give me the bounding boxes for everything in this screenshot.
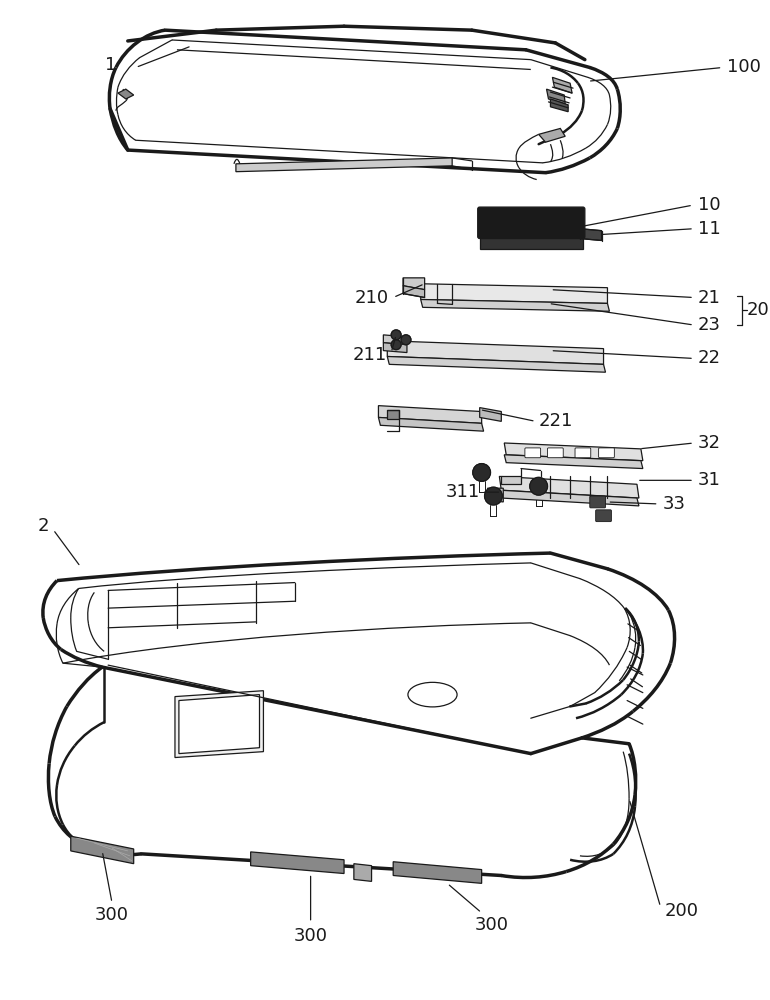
Text: 221: 221 xyxy=(539,412,573,430)
Text: 300: 300 xyxy=(474,916,508,934)
Polygon shape xyxy=(552,77,572,93)
Polygon shape xyxy=(387,356,605,372)
Text: 21: 21 xyxy=(698,289,721,307)
Polygon shape xyxy=(175,691,263,758)
Polygon shape xyxy=(393,862,482,883)
Text: 210: 210 xyxy=(355,289,390,307)
Text: 100: 100 xyxy=(728,58,762,77)
Polygon shape xyxy=(236,158,452,172)
Circle shape xyxy=(391,330,401,340)
Circle shape xyxy=(484,487,502,505)
Text: 11: 11 xyxy=(698,220,721,238)
FancyBboxPatch shape xyxy=(525,448,541,458)
Polygon shape xyxy=(179,695,259,754)
FancyBboxPatch shape xyxy=(590,496,605,508)
Polygon shape xyxy=(420,284,608,303)
FancyBboxPatch shape xyxy=(596,510,611,522)
Text: 22: 22 xyxy=(698,349,721,367)
Polygon shape xyxy=(71,836,134,864)
Polygon shape xyxy=(499,476,639,498)
Polygon shape xyxy=(420,299,609,311)
Polygon shape xyxy=(487,488,504,502)
Polygon shape xyxy=(547,89,565,104)
Polygon shape xyxy=(501,476,521,484)
Polygon shape xyxy=(551,99,568,112)
Polygon shape xyxy=(403,278,424,290)
FancyBboxPatch shape xyxy=(598,448,614,458)
Circle shape xyxy=(473,464,490,481)
Polygon shape xyxy=(480,408,501,421)
Polygon shape xyxy=(539,128,565,142)
Polygon shape xyxy=(499,490,639,506)
Polygon shape xyxy=(504,443,643,461)
Text: 311: 311 xyxy=(445,483,480,501)
Circle shape xyxy=(530,477,547,495)
Polygon shape xyxy=(480,237,583,249)
Text: 1: 1 xyxy=(105,56,116,74)
Text: 300: 300 xyxy=(95,906,129,924)
Polygon shape xyxy=(387,341,604,364)
Text: 33: 33 xyxy=(662,495,685,513)
Polygon shape xyxy=(118,89,134,99)
FancyBboxPatch shape xyxy=(575,448,591,458)
Text: 2: 2 xyxy=(38,517,49,535)
Text: 31: 31 xyxy=(698,471,721,489)
Circle shape xyxy=(391,340,401,350)
Text: 32: 32 xyxy=(698,434,721,452)
FancyBboxPatch shape xyxy=(477,207,585,239)
Text: 211: 211 xyxy=(353,346,387,364)
Polygon shape xyxy=(383,335,407,345)
Polygon shape xyxy=(403,286,424,298)
Ellipse shape xyxy=(408,682,457,707)
Polygon shape xyxy=(383,343,407,353)
Polygon shape xyxy=(378,406,482,423)
Polygon shape xyxy=(378,417,484,431)
Circle shape xyxy=(401,335,411,345)
Text: 200: 200 xyxy=(665,902,698,920)
Text: 10: 10 xyxy=(698,196,721,214)
Polygon shape xyxy=(387,410,399,419)
Polygon shape xyxy=(580,229,601,240)
Text: 23: 23 xyxy=(698,316,721,334)
Polygon shape xyxy=(251,852,344,874)
Text: 20: 20 xyxy=(747,301,770,319)
FancyBboxPatch shape xyxy=(547,448,563,458)
Polygon shape xyxy=(504,455,643,469)
Polygon shape xyxy=(354,864,372,881)
Text: 300: 300 xyxy=(293,927,327,945)
